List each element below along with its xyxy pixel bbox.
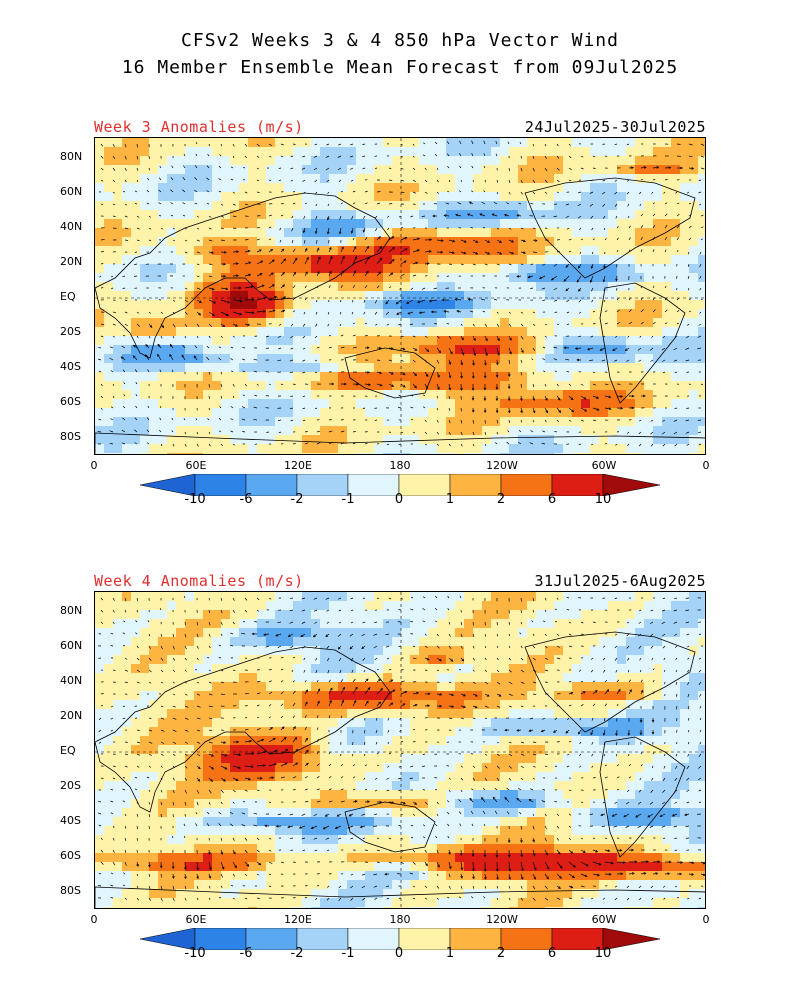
panel1-colorbar-label: 2 <box>496 492 506 507</box>
panel1-colorbar-label: -6 <box>239 492 253 507</box>
panel1-dates: 24Jul2025-30Jul2025 <box>524 118 706 136</box>
panel2-lon-tick: 0 <box>702 913 710 926</box>
panel2-colorbar-label: 0 <box>394 946 404 961</box>
panel1-label: Week 3 Anomalies (m/s) <box>94 118 304 136</box>
panel2-lat-tick: 20N <box>60 709 83 722</box>
panel1-colorbar-label: 1 <box>445 492 455 507</box>
panel1-colorbar-label: -10 <box>184 492 206 507</box>
panel1-lat-tick: EQ <box>60 290 76 303</box>
panel1-lon-tick: 0 <box>90 459 98 472</box>
panel2-lon-tick: 60W <box>591 913 617 926</box>
panel2-lat-tick: EQ <box>60 744 76 757</box>
panel1-lat-tick: 20S <box>60 325 81 338</box>
panel2-colorbar-label: -6 <box>239 946 253 961</box>
panel2-lat-tick: 80N <box>60 604 83 617</box>
panel1-lat-tick: 80S <box>60 430 81 443</box>
panel1-colorbar-label: 6 <box>547 492 557 507</box>
panel2-lat-tick: 80S <box>60 884 81 897</box>
panel2-lat-tick: 60N <box>60 639 83 652</box>
panel1-lat-tick: 80N <box>60 150 83 163</box>
panel1-lat-tick: 40S <box>60 360 81 373</box>
panel2-colorbar-label: 6 <box>547 946 557 961</box>
panel2-lon-tick: 180 <box>389 913 411 926</box>
panel2-lon-tick: 120E <box>284 913 312 926</box>
figure-title-line2: 16 Member Ensemble Mean Forecast from 09… <box>121 57 679 78</box>
panel2-colorbar-label: -2 <box>290 946 304 961</box>
panel2-lat-tick: 60S <box>60 849 81 862</box>
panel1-lon-tick: 0 <box>702 459 710 472</box>
panel2-lon-tick: 120W <box>486 913 518 926</box>
figure-title-line1: CFSv2 Weeks 3 & 4 850 hPa Vector Wind <box>181 30 619 51</box>
panel1-colorbar <box>139 473 661 497</box>
panel2-lat-tick: 40S <box>60 814 81 827</box>
panel2-colorbar <box>139 927 661 951</box>
panel1-colorbar-label: 10 <box>594 492 612 507</box>
panel1-lon-tick: 180 <box>389 459 411 472</box>
panel1-lon-tick: 60W <box>591 459 617 472</box>
panel2-lon-tick: 0 <box>90 913 98 926</box>
panel1-colorbar-label: -1 <box>341 492 355 507</box>
panel1-colorbar-label: 0 <box>394 492 404 507</box>
panel1-lon-tick: 120E <box>284 459 312 472</box>
panel1-lon-tick: 120W <box>486 459 518 472</box>
panel2-map <box>94 591 706 909</box>
panel2-dates: 31Jul2025-6Aug2025 <box>534 572 706 590</box>
panel2-colorbar-label: -10 <box>184 946 206 961</box>
panel1-colorbar-segment <box>602 473 661 497</box>
panel2-colorbar-label: 10 <box>594 946 612 961</box>
panel2-colorbar-segment <box>602 927 661 951</box>
panel1-lat-tick: 60S <box>60 395 81 408</box>
panel1-lat-tick: 40N <box>60 220 83 233</box>
panel2-colorbar-label: 2 <box>496 946 506 961</box>
panel1-lat-tick: 20N <box>60 255 83 268</box>
panel2-colorbar-label: 1 <box>445 946 455 961</box>
panel2-label: Week 4 Anomalies (m/s) <box>94 572 304 590</box>
panel2-lon-tick: 60E <box>185 913 207 926</box>
panel2-lat-tick: 40N <box>60 674 83 687</box>
panel1-lon-tick: 60E <box>185 459 207 472</box>
panel2-colorbar-label: -1 <box>341 946 355 961</box>
panel1-colorbar-label: -2 <box>290 492 304 507</box>
panel1-lat-tick: 60N <box>60 185 83 198</box>
panel1-map <box>94 137 706 455</box>
panel2-lat-tick: 20S <box>60 779 81 792</box>
